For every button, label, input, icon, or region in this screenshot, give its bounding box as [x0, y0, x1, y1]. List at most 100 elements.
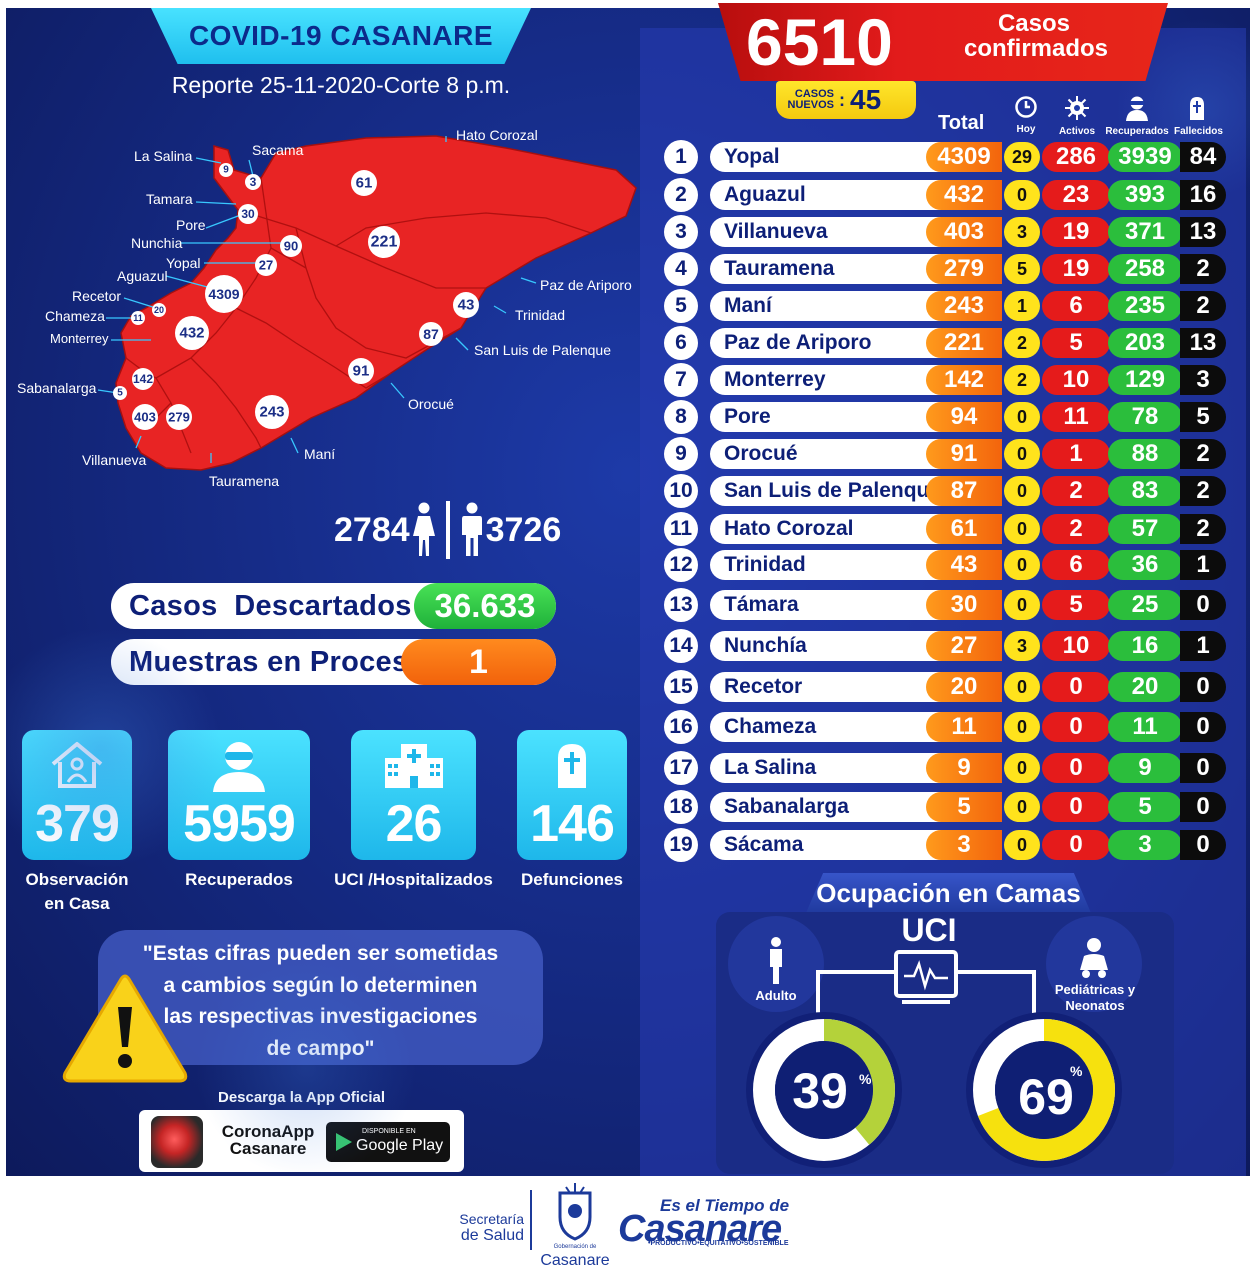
stat-recovered: 5959 Recuperados: [168, 730, 310, 892]
occupancy-diagram: 39 % 69 %: [728, 916, 1142, 1168]
row-today: 0: [1004, 792, 1040, 822]
table-row: 11 Hato Corozal 61 0 2 57 2: [664, 512, 1234, 546]
row-today: 0: [1004, 753, 1040, 783]
badge-sabanalarga: 5: [113, 386, 127, 400]
table-row: 2 Aguazul 432 0 23 393 16: [664, 178, 1234, 212]
peds-label: Pediátricas y Neonatos: [1054, 982, 1136, 1013]
stat-value: 379: [35, 795, 120, 853]
row-deaths: 3: [1180, 365, 1226, 395]
row-deaths: 13: [1180, 328, 1226, 358]
row-deaths: 0: [1180, 712, 1226, 742]
row-rank: 1: [664, 140, 698, 174]
table-row: 6 Paz de Ariporo 221 2 5 203 13: [664, 326, 1234, 360]
row-active: 0: [1042, 830, 1110, 860]
row-deaths: 16: [1180, 180, 1226, 210]
badge-chameza: 11: [131, 311, 145, 325]
google-play-button[interactable]: DISPONIBLE EN Google Play: [326, 1122, 450, 1162]
house-person-icon: [51, 742, 103, 788]
table-row: 10 San Luis de Palenque 87 0 2 83 2: [664, 474, 1234, 508]
woman-icon: [412, 502, 435, 556]
man-icon: [461, 502, 482, 556]
row-deaths: 2: [1180, 254, 1226, 284]
men-count: 3726: [485, 510, 562, 549]
svg-text:221: 221: [371, 234, 398, 251]
row-recovered: 11: [1108, 712, 1182, 742]
row-recovered: 16: [1108, 631, 1182, 661]
row-today: 29: [1004, 142, 1040, 172]
stat-value: 5959: [183, 795, 296, 853]
discarded-value: 36.633: [414, 583, 556, 629]
row-rank: 4: [664, 252, 698, 286]
casanare-map: La Salina Sacama Hato Corozal Tamara Por…: [17, 127, 637, 489]
occupancy-title: Ocupación en Camas: [806, 873, 1091, 913]
svg-text:142: 142: [133, 372, 153, 386]
table-row: 8 Pore 94 0 11 78 5: [664, 400, 1234, 434]
row-deaths: 0: [1180, 672, 1226, 702]
row-recovered: 83: [1108, 476, 1182, 506]
row-active: 10: [1042, 631, 1110, 661]
row-active: 1: [1042, 439, 1110, 469]
stat-deaths: 146 Defunciones: [517, 730, 627, 892]
row-active: 286: [1042, 142, 1110, 172]
row-deaths: 1: [1180, 550, 1226, 580]
row-active: 6: [1042, 291, 1110, 321]
row-active: 0: [1042, 753, 1110, 783]
row-active: 0: [1042, 672, 1110, 702]
badge-villanueva: 403: [132, 404, 158, 430]
row-rank: 17: [664, 751, 698, 785]
row-deaths: 1: [1180, 631, 1226, 661]
row-recovered: 203: [1108, 328, 1182, 358]
row-total: 4309: [926, 142, 1002, 172]
stat-label: Observación en Casa: [25, 870, 129, 913]
map-label-aguazul: Aguazul: [117, 268, 168, 284]
map-label-trinidad: Trinidad: [515, 307, 565, 323]
stat-box: 5959: [168, 730, 310, 860]
badge-orocue: 91: [348, 358, 374, 384]
baby-icon: [1080, 938, 1108, 978]
map-label-nunchia: Nunchia: [131, 235, 183, 251]
table-row: 16 Chameza 11 0 0 11 0: [664, 710, 1234, 744]
row-today: 0: [1004, 590, 1040, 620]
google-play-icon: [336, 1133, 352, 1151]
table-row: 5 Maní 243 1 6 235 2: [664, 289, 1234, 323]
slogan-casanare: Casanare: [618, 1208, 782, 1250]
slogan-line-1: Es el Tiempo de: [660, 1196, 790, 1215]
table-row: 14 Nunchía 27 3 10 16 1: [664, 629, 1234, 663]
svg-text:403: 403: [134, 410, 156, 425]
row-today: 3: [1004, 631, 1040, 661]
map-label-tamara: Tamara: [146, 191, 193, 207]
svg-text:87: 87: [423, 326, 439, 342]
row-rank: 11: [664, 512, 698, 546]
map-label-sacama: Sacama: [252, 142, 304, 158]
row-total: 243: [926, 291, 1002, 321]
row-today: 0: [1004, 830, 1040, 860]
stat-home-observation: 379 Observación en Casa: [22, 730, 132, 916]
map-value-badges: 9 3 61 30 90 221 27 4309 20 11 432 142 5…: [113, 163, 479, 430]
row-today: 0: [1004, 180, 1040, 210]
table-row: 19 Sácama 3 0 0 3 0: [664, 828, 1234, 862]
virus-icon: [1065, 96, 1089, 120]
row-today: 1: [1004, 291, 1040, 321]
row-deaths: 5: [1180, 402, 1226, 432]
badge-recetor: 20: [152, 303, 166, 317]
row-rank: 10: [664, 474, 698, 508]
svg-text:4309: 4309: [208, 286, 239, 302]
row-recovered: 88: [1108, 439, 1182, 469]
row-total: 61: [926, 514, 1002, 544]
new-cases-value: 45: [850, 84, 882, 115]
map-label-hato-corozal: Hato Corozal: [456, 127, 538, 143]
row-recovered: 5: [1108, 792, 1182, 822]
row-recovered: 78: [1108, 402, 1182, 432]
svg-text:%: %: [1070, 1063, 1083, 1079]
svg-text:9: 9: [223, 165, 229, 176]
svg-text:11: 11: [133, 313, 143, 323]
confirmed-total: 6510: [746, 5, 893, 79]
monitor-icon: [894, 950, 958, 1004]
stat-box: 379: [22, 730, 132, 860]
clock-icon: [1015, 96, 1037, 118]
map-label-pore: Pore: [176, 217, 206, 233]
stat-value: 26: [385, 795, 443, 853]
row-today: 2: [1004, 328, 1040, 358]
badge-mani: 243: [255, 395, 289, 429]
badge-trinidad: 43: [453, 292, 479, 318]
